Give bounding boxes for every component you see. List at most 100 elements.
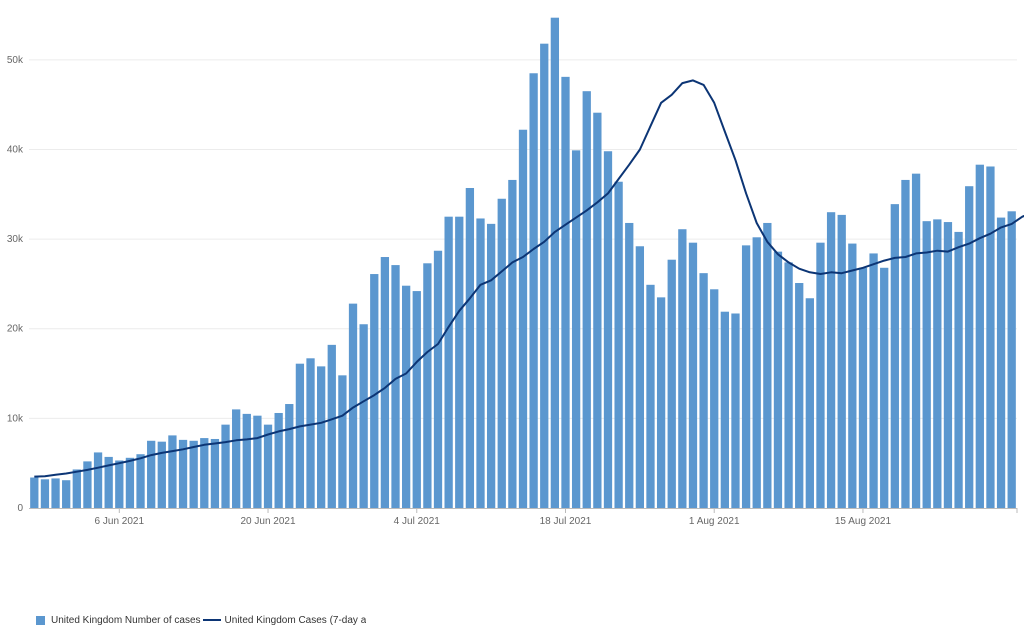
bar[interactable] [752, 237, 761, 508]
bar[interactable] [83, 461, 92, 508]
bar[interactable] [901, 179, 910, 508]
bar[interactable] [295, 363, 305, 508]
bar[interactable] [763, 222, 772, 508]
bar[interactable] [444, 216, 453, 508]
bar[interactable] [922, 221, 931, 508]
bar[interactable] [826, 212, 836, 508]
bar[interactable] [476, 218, 485, 508]
legend-item-cases[interactable]: United Kingdom Number of cases [36, 615, 201, 626]
bar[interactable] [965, 186, 974, 509]
bar[interactable] [508, 179, 517, 508]
bar[interactable] [784, 262, 793, 508]
bar[interactable] [678, 229, 687, 509]
bar[interactable] [741, 245, 751, 508]
bar[interactable] [614, 181, 623, 508]
bar[interactable] [625, 222, 634, 508]
bar[interactable] [540, 43, 549, 509]
bar[interactable] [880, 267, 889, 508]
line-series [34, 79, 1024, 478]
bar[interactable] [858, 267, 868, 508]
bar[interactable] [51, 478, 60, 508]
bar[interactable] [104, 456, 113, 508]
bar[interactable] [455, 216, 464, 508]
legend-swatch-bar-icon [36, 615, 45, 625]
legend-item-average[interactable]: United Kingdom Cases (7-day average) [202, 615, 366, 626]
bar[interactable] [338, 375, 347, 508]
bar[interactable] [635, 246, 645, 508]
bar[interactable] [582, 91, 591, 508]
bar[interactable] [869, 253, 878, 508]
bar[interactable] [465, 187, 475, 509]
bar[interactable] [263, 424, 273, 508]
bar[interactable] [561, 76, 570, 508]
bar[interactable] [125, 457, 135, 508]
bar[interactable] [720, 311, 729, 508]
bar[interactable] [136, 454, 145, 508]
bar[interactable] [348, 303, 358, 508]
bar[interactable] [317, 366, 326, 508]
bar[interactable] [412, 291, 421, 508]
bar[interactable] [401, 285, 411, 508]
bar[interactable] [816, 242, 825, 508]
bar[interactable] [232, 409, 241, 508]
average-line[interactable] [34, 79, 1024, 478]
bar[interactable] [529, 73, 538, 508]
x-axis-ticks: 6 Jun 2021 20 Jun 2021 4 Jul 2021 18 Jul 20… [95, 508, 1018, 527]
bar[interactable] [486, 223, 496, 508]
bar[interactable] [147, 440, 156, 508]
bar[interactable] [933, 219, 942, 508]
bar[interactable] [943, 222, 953, 508]
bar[interactable] [975, 164, 984, 508]
bar[interactable] [178, 439, 188, 508]
bar[interactable] [954, 231, 963, 509]
bar[interactable] [210, 438, 220, 508]
bar[interactable] [200, 438, 209, 508]
bar[interactable] [497, 198, 506, 508]
bar[interactable] [911, 173, 921, 508]
bar[interactable] [157, 441, 166, 508]
bar[interactable] [115, 460, 124, 508]
bar[interactable] [571, 150, 581, 509]
bar[interactable] [986, 166, 995, 508]
bar[interactable] [30, 477, 39, 508]
bar[interactable] [359, 324, 368, 508]
bar[interactable] [327, 344, 336, 508]
bar[interactable] [518, 129, 528, 508]
bar[interactable] [890, 204, 899, 508]
bar[interactable] [93, 452, 103, 508]
bar[interactable] [805, 298, 814, 508]
bar[interactable] [221, 424, 230, 508]
bar[interactable] [996, 217, 1006, 508]
bar[interactable] [656, 297, 666, 508]
bar[interactable] [285, 404, 294, 508]
bar[interactable] [837, 214, 846, 508]
bar[interactable] [189, 440, 198, 508]
bar[interactable] [646, 284, 655, 508]
bar[interactable] [795, 283, 804, 508]
bar[interactable] [242, 413, 251, 508]
bar[interactable] [274, 412, 283, 508]
bar[interactable] [667, 259, 676, 508]
bar[interactable] [391, 265, 400, 508]
bar[interactable] [593, 112, 602, 508]
bar[interactable] [773, 251, 783, 508]
bar[interactable] [370, 274, 379, 508]
bar[interactable] [40, 479, 50, 508]
bar[interactable] [168, 435, 177, 508]
bar[interactable] [380, 257, 390, 508]
bar[interactable] [550, 17, 560, 509]
bar[interactable] [62, 480, 71, 508]
bar[interactable] [306, 358, 315, 508]
bar[interactable] [423, 263, 432, 508]
bar[interactable] [731, 313, 740, 508]
bar[interactable] [699, 273, 708, 508]
bar[interactable] [710, 289, 719, 508]
bar[interactable] [253, 415, 262, 508]
bar[interactable] [848, 243, 857, 508]
bar[interactable] [688, 242, 698, 508]
bar[interactable] [603, 151, 613, 509]
bar[interactable] [72, 469, 81, 508]
bar[interactable] [433, 250, 443, 508]
bar[interactable] [1007, 211, 1016, 508]
